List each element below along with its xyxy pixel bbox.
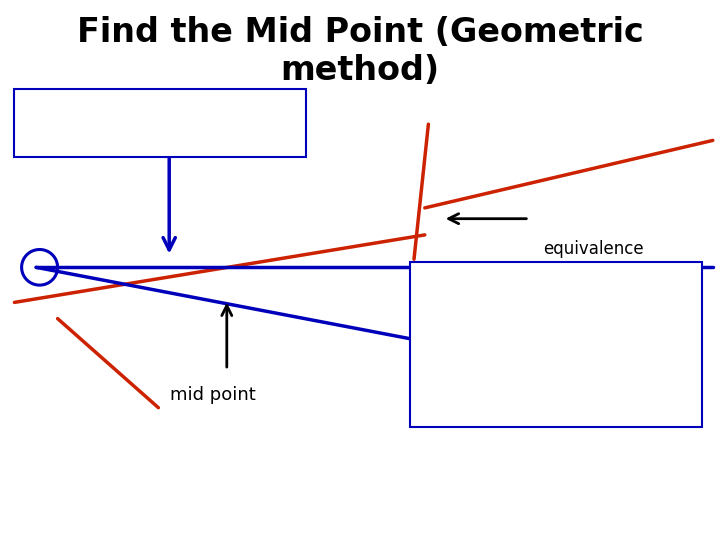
Text: equivalence
point: equivalence point	[544, 240, 644, 279]
Text: mid point: mid point	[169, 386, 256, 404]
FancyBboxPatch shape	[14, 89, 306, 157]
Text: 5) where the line
crosses the x-axis is the
volume at the
equivalence point

(pH: 5) where the line crosses the x-axis is …	[420, 270, 620, 392]
FancyBboxPatch shape	[410, 262, 702, 427]
Text: 4) draw a horizontal line from the
mid point to the y-axis: 4) draw a horizontal line from the mid p…	[24, 96, 302, 135]
Text: Find the Mid Point (Geometric
method): Find the Mid Point (Geometric method)	[76, 16, 644, 87]
